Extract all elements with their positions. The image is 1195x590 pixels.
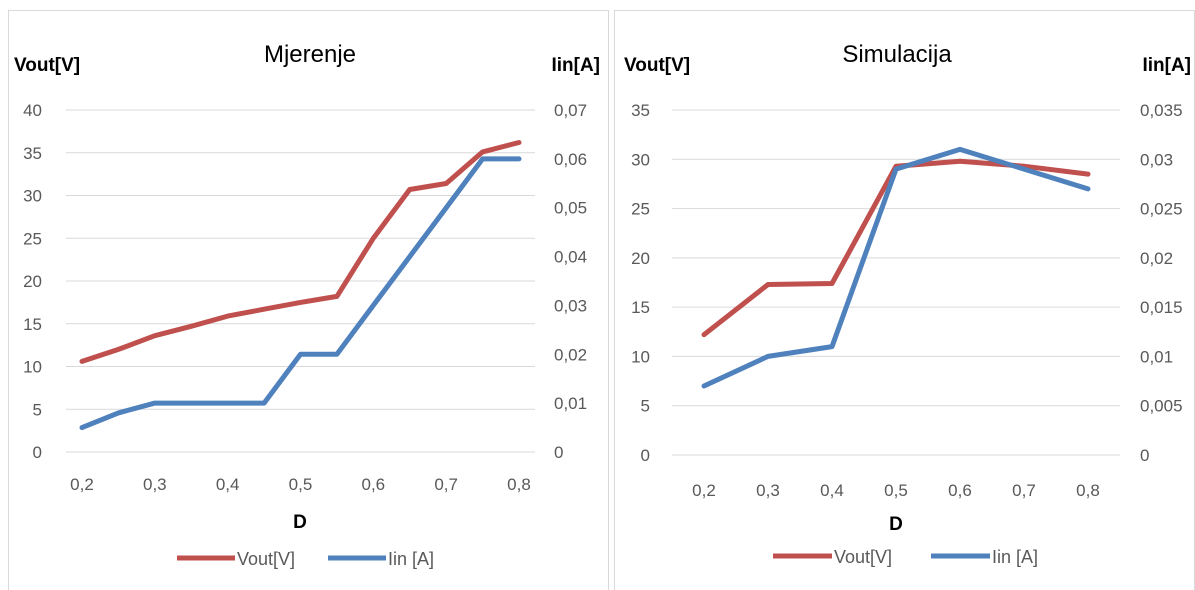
series-line-iin	[79, 156, 522, 431]
x-tick-label: 0,5	[289, 475, 313, 494]
legend-label-vout: Vout[V]	[237, 549, 295, 569]
chart-panel-mjerenje: 0 5 10 15 20 25 30 35 40 0 0,01 0,02 0,03 0,04 0,05 0,0…	[8, 10, 609, 590]
chart-panel-simulacija: 0 5 10 15 20 25 30 35 0 0,005 0,01 0,015 0,02 0,025 0,…	[614, 10, 1195, 590]
y-left-tick-label: 0	[33, 443, 42, 462]
series-line-vout	[701, 158, 1091, 338]
y-left-tick-label: 20	[631, 249, 650, 268]
gridlines	[66, 109, 535, 453]
x-tick-label: 0,3	[143, 475, 167, 494]
series-layer	[79, 140, 522, 431]
y-right-tick-label: 0,02	[554, 345, 587, 364]
x-tick-label: 0,7	[1012, 481, 1036, 500]
x-tick-label: 0,6	[948, 481, 972, 500]
y-right-tick-label: 0,02	[1140, 249, 1173, 268]
y-left-tick-label: 15	[631, 298, 650, 317]
gridlines	[672, 109, 1120, 456]
legend: Vout[V] Iin [A]	[177, 549, 434, 569]
x-tick-label: 0,2	[70, 475, 94, 494]
y-left-tick-label: 30	[23, 187, 42, 206]
x-tick-label: 0,7	[434, 475, 458, 494]
series-line-iin	[701, 146, 1091, 389]
legend-label-vout: Vout[V]	[834, 547, 892, 567]
chart-title: Mjerenje	[264, 41, 356, 68]
x-tick-label: 0,4	[216, 475, 240, 494]
legend-label-iin: Iin [A]	[388, 549, 434, 569]
y-right-tick-label: 0,015	[1140, 298, 1183, 317]
x-tick-label: 0,2	[692, 481, 716, 500]
chart-title: Simulacija	[842, 41, 952, 68]
tick-labels: 0 5 10 15 20 25 30 35 0 0,005 0,01 0,015 0,02 0,025 0,…	[631, 101, 1182, 500]
y-left-tick-label: 10	[23, 358, 42, 377]
x-tick-label: 0,8	[507, 475, 531, 494]
y-left-tick-label: 20	[23, 272, 42, 291]
y-left-tick-label: 5	[33, 400, 42, 419]
x-tick-label: 0,3	[756, 481, 780, 500]
y-left-tick-label: 25	[23, 229, 42, 248]
series-layer	[701, 146, 1091, 389]
y-left-tick-label: 25	[631, 200, 650, 219]
y-right-tick-label: 0	[554, 443, 563, 462]
y-right-tick-label: 0,05	[554, 199, 587, 218]
y-left-tick-label: 35	[631, 101, 650, 120]
series-line-vout	[79, 140, 522, 364]
y-left-tick-label: 10	[631, 347, 650, 366]
y-right-axis-label: Iin[A]	[1142, 55, 1191, 76]
y-right-tick-label: 0	[1140, 446, 1149, 465]
y-right-tick-label: 0,025	[1140, 200, 1183, 219]
y-right-tick-label: 0,005	[1140, 397, 1183, 416]
y-right-tick-label: 0,04	[554, 248, 587, 267]
y-left-tick-label: 35	[23, 144, 42, 163]
y-left-tick-label: 15	[23, 315, 42, 334]
y-right-tick-label: 0,07	[554, 101, 587, 120]
y-left-axis-label: Vout[V]	[624, 55, 690, 76]
chart-frame	[614, 10, 1195, 590]
legend: Vout[V] Iin [A]	[773, 547, 1038, 567]
tick-labels: 0 5 10 15 20 25 30 35 40 0 0,01 0,02 0,03 0,04 0,05 0,0…	[23, 101, 587, 494]
y-right-tick-label: 0,03	[554, 296, 587, 315]
y-right-tick-label: 0,035	[1140, 101, 1183, 120]
y-left-tick-label: 40	[23, 101, 42, 120]
y-left-tick-label: 5	[641, 397, 650, 416]
y-left-tick-label: 30	[631, 150, 650, 169]
legend-label-iin: Iin [A]	[992, 547, 1038, 567]
y-left-tick-label: 0	[641, 446, 650, 465]
x-tick-label: 0,8	[1076, 481, 1100, 500]
y-right-axis-label: Iin[A]	[551, 55, 600, 76]
y-left-axis-label: Vout[V]	[14, 55, 80, 76]
x-tick-label: 0,6	[362, 475, 386, 494]
x-tick-label: 0,5	[884, 481, 908, 500]
x-tick-label: 0,4	[820, 481, 844, 500]
x-axis-label: D	[293, 512, 307, 533]
x-axis-label: D	[889, 514, 903, 535]
y-right-tick-label: 0,01	[1140, 347, 1173, 366]
y-right-tick-label: 0,01	[554, 394, 587, 413]
y-right-tick-label: 0,06	[554, 150, 587, 169]
y-right-tick-label: 0,03	[1140, 150, 1173, 169]
